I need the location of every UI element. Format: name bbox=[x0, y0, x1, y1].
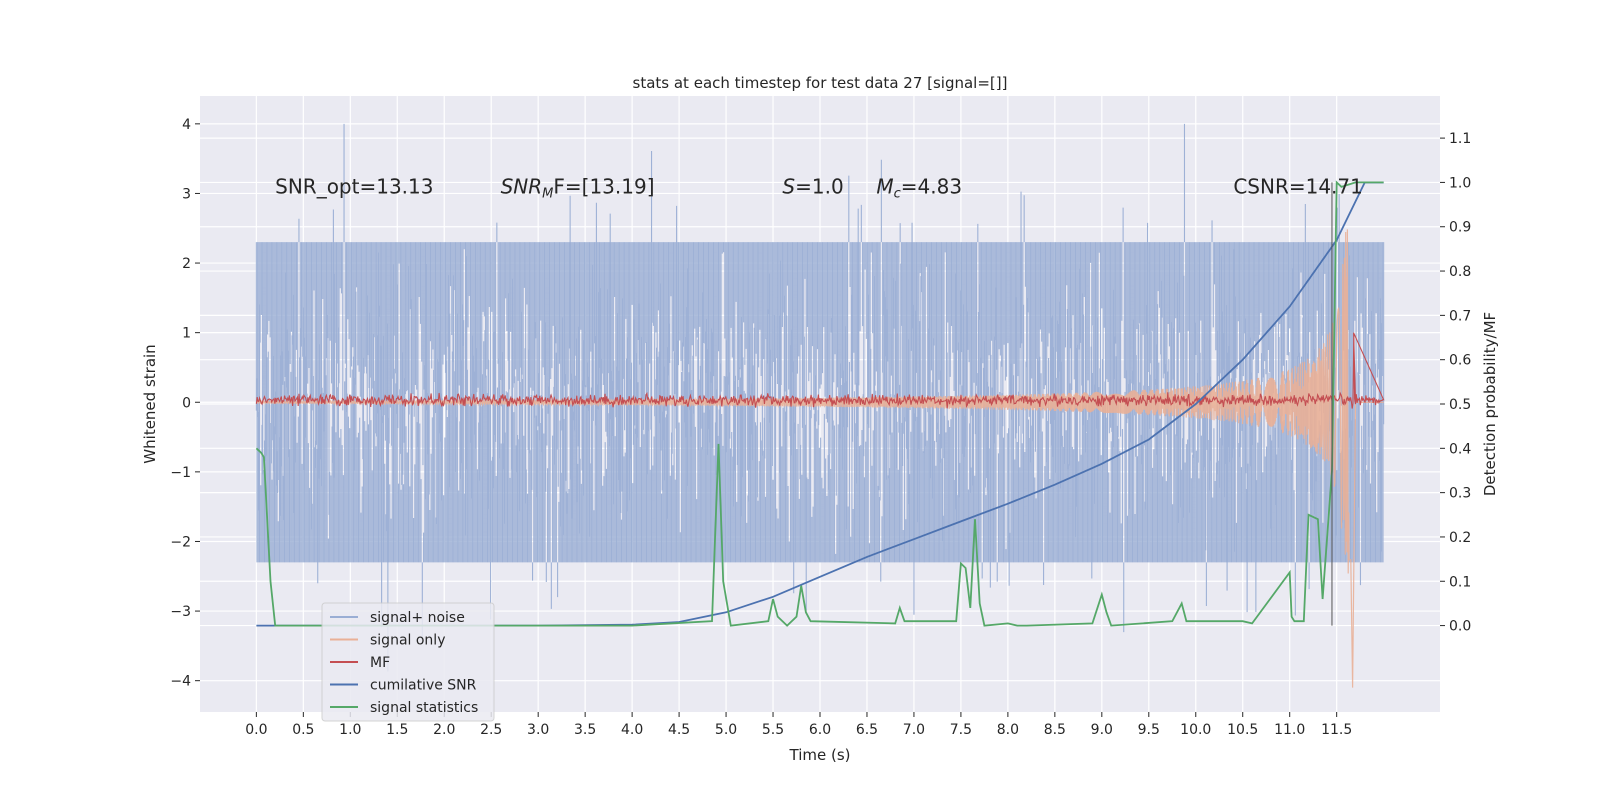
y-axis-left-ticks: −4 −3 −2 −1 0 1 2 3 4 bbox=[170, 117, 200, 690]
x-tick-label: 0.0 bbox=[245, 722, 267, 738]
series-cumulative-snr bbox=[256, 182, 1366, 627]
legend-label: MF bbox=[370, 655, 390, 671]
x-tick-label: 10.0 bbox=[1180, 722, 1211, 738]
x-tick-label: 11.5 bbox=[1321, 722, 1352, 738]
x-tick-label: 5.0 bbox=[715, 722, 737, 738]
x-tick-label: 10.5 bbox=[1227, 722, 1258, 738]
y-left-tick-label: 3 bbox=[182, 186, 191, 202]
x-tick-label: 11.0 bbox=[1274, 722, 1305, 738]
x-tick-label: 7.0 bbox=[903, 722, 925, 738]
y-right-tick-label: 1.1 bbox=[1449, 131, 1471, 147]
y-right-tick-label: 0.3 bbox=[1449, 486, 1471, 502]
annotation: SNR_opt=13.13 bbox=[275, 174, 433, 198]
legend-label: signal only bbox=[370, 633, 445, 649]
x-tick-label: 3.0 bbox=[527, 722, 549, 738]
x-tick-label: 6.5 bbox=[856, 722, 878, 738]
y-right-tick-label: 0.4 bbox=[1449, 441, 1471, 457]
x-axis-label: Time (s) bbox=[789, 746, 851, 764]
y-left-tick-label: −2 bbox=[170, 534, 191, 550]
legend-label: cumilative SNR bbox=[370, 678, 477, 694]
y-right-tick-label: 0.9 bbox=[1449, 220, 1471, 236]
y-left-tick-label: −3 bbox=[170, 604, 191, 620]
series-mf bbox=[255, 332, 1385, 409]
y-left-tick-label: −4 bbox=[170, 674, 191, 690]
legend: signal+ noise signal only MF cumilative SNR… bbox=[321, 602, 495, 722]
annotation: SNRMF=[13.19] bbox=[501, 174, 655, 201]
x-tick-label: 1.0 bbox=[339, 722, 361, 738]
annotation: S=1.0 bbox=[782, 174, 843, 198]
x-tick-label: 1.5 bbox=[386, 722, 408, 738]
x-tick-label: 4.5 bbox=[668, 722, 690, 738]
x-tick-label: 4.0 bbox=[621, 722, 643, 738]
annotation: Mc=4.83 bbox=[876, 174, 962, 201]
x-tick-label: 8.0 bbox=[997, 722, 1019, 738]
y-right-tick-label: 1.0 bbox=[1449, 175, 1471, 191]
y-right-tick-label: 0.5 bbox=[1449, 397, 1471, 413]
data-layer bbox=[255, 123, 1385, 688]
y-right-tick-label: 0.1 bbox=[1449, 574, 1471, 590]
annotation: CSNR=14.71 bbox=[1233, 174, 1363, 198]
y-right-tick-label: 0.7 bbox=[1449, 308, 1471, 324]
y-left-tick-label: 2 bbox=[182, 256, 191, 272]
x-tick-label: 7.5 bbox=[950, 722, 972, 738]
x-tick-label: 2.0 bbox=[433, 722, 455, 738]
legend-label: signal+ noise bbox=[370, 610, 465, 626]
y-axis-right-label: Detection probability/MF bbox=[1481, 312, 1499, 496]
x-tick-label: 8.5 bbox=[1044, 722, 1066, 738]
x-tick-label: 0.5 bbox=[292, 722, 314, 738]
x-tick-label: 3.5 bbox=[574, 722, 596, 738]
y-axis-right-ticks: 0.0 0.1 0.2 0.3 0.4 0.5 0.6 0.7 0.8 0.9 1.0 1.1 bbox=[1440, 131, 1471, 635]
x-tick-label: 9.0 bbox=[1091, 722, 1113, 738]
y-left-tick-label: 0 bbox=[182, 395, 191, 411]
annotations: SNR_opt=13.13 SNRMF=[13.19] S=1.0 Mc=4.83 CS… bbox=[275, 174, 1363, 201]
x-tick-label: 6.0 bbox=[809, 722, 831, 738]
y-left-tick-label: 1 bbox=[182, 326, 191, 342]
x-tick-label: 5.5 bbox=[762, 722, 784, 738]
chart-title: stats at each timestep for test data 27 … bbox=[633, 74, 1008, 92]
legend-box bbox=[321, 602, 495, 722]
y-right-tick-label: 0.8 bbox=[1449, 264, 1471, 280]
y-left-tick-label: −1 bbox=[170, 465, 191, 481]
x-tick-label: 9.5 bbox=[1138, 722, 1160, 738]
y-right-tick-label: 0.2 bbox=[1449, 530, 1471, 546]
y-left-tick-label: 4 bbox=[182, 117, 191, 133]
series-signal-statistics bbox=[255, 180, 1384, 627]
x-tick-label: 2.5 bbox=[480, 722, 502, 738]
series-signal-noise bbox=[255, 123, 1385, 672]
y-right-tick-label: 0.6 bbox=[1449, 353, 1471, 369]
legend-label: signal statistics bbox=[370, 700, 478, 716]
y-axis-left-label: Whitened strain bbox=[141, 344, 159, 463]
x-axis-ticks: 0.0 0.5 1.0 1.5 2.0 2.5 3.0 3.5 4.0 4.5 5.0 5.5 6.0 6… bbox=[245, 712, 1352, 738]
y-right-tick-label: 0.0 bbox=[1449, 619, 1471, 635]
